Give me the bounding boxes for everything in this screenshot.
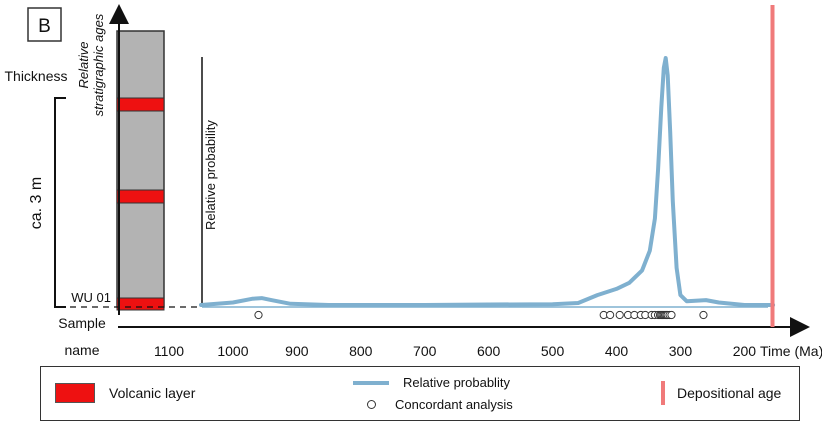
- x-tick-600: 600: [477, 343, 501, 359]
- legend-concordant-label: Concordant analysis: [395, 397, 513, 412]
- legend-probability: Relative probablity: [353, 375, 510, 390]
- x-tick-200: 200: [733, 343, 757, 359]
- probability-curve: [199, 56, 776, 307]
- legend-volcanic-label: Volcanic layer: [109, 385, 196, 401]
- concordant-analysis-0: [254, 310, 263, 320]
- concordant-swatch: [367, 400, 376, 409]
- strat-axis-title-line2: stratigraphic ages: [91, 13, 106, 116]
- x-tick-400: 400: [605, 343, 629, 359]
- x-tick-800: 800: [349, 343, 373, 359]
- x-tick-1000: 1000: [217, 343, 248, 359]
- thickness-scale-label: ca. 3 m: [28, 177, 45, 229]
- volcanic-layer-2: [116, 189, 165, 204]
- probability-swatch: [353, 380, 389, 385]
- concordant-analysis-19: [667, 310, 676, 320]
- x-tick-labels: 1100 1000 900 800 700 600 500 400 300 200: [154, 343, 756, 359]
- panel-label-box: [27, 7, 62, 42]
- stratigraphic-column: [116, 30, 165, 308]
- sample-label-line2: name: [64, 342, 99, 358]
- probability-axis-label: Relative probability: [203, 120, 218, 230]
- concordant-analysis-20: [699, 310, 708, 320]
- concordant-analysis-3: [615, 310, 624, 320]
- volcanic-layer-1: [116, 97, 165, 112]
- concordant-analysis-2: [606, 310, 615, 320]
- x-tick-700: 700: [413, 343, 437, 359]
- legend-concordant: Concordant analysis: [353, 397, 513, 412]
- legend-depositional: Depositional age: [661, 381, 781, 405]
- volcanic-layer-3: [116, 297, 165, 311]
- concordant-analyses: [254, 310, 708, 320]
- figure: B Relative stratigraphic ages Thickness …: [4, 4, 822, 359]
- sample-id: WU 01: [71, 290, 111, 305]
- thickness-label: Thickness: [4, 68, 67, 84]
- depositional-swatch: [661, 381, 665, 405]
- strat-axis-title-line1: Relative: [76, 42, 91, 89]
- thickness-bracket: [54, 97, 66, 308]
- x-axis-label: Time (Ma): [760, 343, 822, 359]
- x-tick-500: 500: [541, 343, 565, 359]
- legend: Volcanic layer Relative probablity Conco…: [40, 366, 800, 421]
- x-tick-900: 900: [285, 343, 309, 359]
- sample-label-line1: Sample: [58, 315, 106, 331]
- legend-volcanic: Volcanic layer: [55, 383, 195, 403]
- legend-probability-label: Relative probablity: [403, 375, 510, 390]
- x-tick-300: 300: [669, 343, 693, 359]
- panel-label: B: [38, 16, 51, 37]
- legend-depositional-label: Depositional age: [677, 385, 782, 401]
- volcanic-swatch: [55, 383, 95, 403]
- x-tick-1100: 1100: [154, 343, 184, 359]
